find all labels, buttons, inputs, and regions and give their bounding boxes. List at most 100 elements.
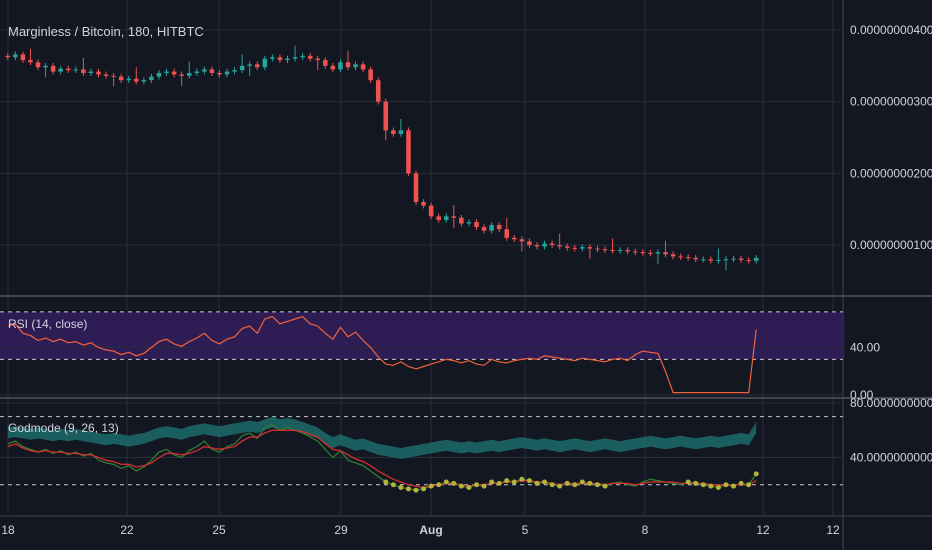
candle-body — [406, 130, 411, 174]
godmode-signal-line — [7, 429, 757, 489]
godmode-dot — [519, 476, 525, 482]
candle-body — [534, 245, 540, 247]
candle-body — [398, 130, 404, 134]
candle-body — [564, 246, 570, 248]
candle-body — [118, 76, 124, 81]
candle-body — [307, 55, 313, 59]
godmode-dot — [753, 471, 759, 477]
candle-body — [746, 260, 751, 262]
price-axis-tick-label: 0.0000000020000 — [850, 166, 932, 180]
godmode-dot — [594, 482, 600, 488]
candle-body — [496, 224, 502, 230]
candle-body — [13, 54, 18, 58]
candle-body — [5, 55, 11, 58]
x-axis-tick-label: 29 — [334, 523, 348, 537]
godmode-dot — [421, 486, 427, 492]
candle-body — [663, 252, 668, 255]
candle-body — [96, 71, 101, 75]
x-axis-tick-label: 18 — [1, 523, 15, 537]
candle-body — [731, 258, 736, 260]
candle-body — [549, 243, 555, 245]
candle-body — [428, 205, 434, 217]
candle-body — [632, 251, 638, 253]
godmode-dot — [579, 479, 585, 485]
godmode-dot — [746, 482, 752, 488]
candle-body — [451, 216, 457, 218]
godmode-dot — [474, 482, 479, 488]
godmode-dot — [451, 480, 457, 486]
candle-body — [232, 70, 237, 72]
godmode-dot — [511, 479, 517, 485]
x-axis-tick-label: 25 — [212, 523, 226, 537]
candle-body — [504, 229, 510, 238]
godmode-dot — [534, 480, 540, 486]
candle-body — [625, 250, 630, 252]
candle-body — [489, 224, 494, 231]
candle-body — [670, 254, 676, 257]
candle-body — [126, 78, 132, 81]
candle-body — [254, 64, 260, 68]
godmode-dot — [466, 484, 472, 490]
candle-body — [360, 64, 366, 70]
candle-body — [149, 76, 154, 81]
candle-body — [466, 222, 472, 224]
candle-body — [391, 130, 396, 134]
candle-body — [443, 216, 449, 220]
candle-body — [20, 54, 26, 61]
godmode-dot — [564, 480, 570, 486]
x-axis-tick-label: 22 — [120, 523, 134, 537]
godmode-dot — [731, 483, 737, 489]
candle-body — [701, 259, 706, 261]
price-axis-tick-label: 0.0000000010000 — [850, 238, 932, 252]
godmode-dot — [572, 482, 578, 488]
godmode-dot — [542, 479, 548, 485]
candle-body — [28, 60, 33, 63]
candle-body — [527, 241, 532, 245]
candle-body — [73, 69, 79, 71]
candle-body — [239, 65, 245, 71]
godmode-dot — [715, 484, 721, 490]
candle-body — [134, 78, 139, 82]
candle-body — [224, 71, 230, 75]
candle-body — [315, 58, 321, 61]
godmode-axis-tick-label: 40.000000000000 — [850, 451, 932, 465]
candle-body — [678, 256, 683, 258]
godmode-dot — [602, 483, 608, 489]
godmode-dot — [413, 487, 419, 493]
candle-body — [247, 64, 252, 66]
candle-body — [655, 252, 661, 254]
candle-body — [35, 62, 41, 68]
rsi-line — [7, 315, 757, 394]
godmode-dot — [428, 483, 434, 489]
godmode-dot — [549, 482, 555, 488]
candle-body — [383, 101, 389, 131]
candle-body — [685, 257, 691, 259]
godmode-dot — [383, 479, 389, 485]
candle-body — [375, 80, 381, 102]
candle-body — [368, 69, 373, 81]
candle-body — [519, 239, 525, 242]
x-axis-tick-label: Aug — [419, 523, 442, 537]
godmode-dot — [390, 482, 396, 488]
godmode-dot — [504, 478, 510, 484]
candle-body — [602, 249, 608, 251]
godmode-dot — [526, 478, 532, 484]
candle-body — [58, 68, 63, 72]
candle-body — [481, 227, 487, 231]
candle-body — [459, 217, 464, 224]
candle-body — [753, 257, 759, 261]
rsi-title: RSI (14, close) — [8, 317, 87, 331]
candle-body — [292, 57, 298, 59]
candle-body — [648, 252, 653, 254]
candle-body — [285, 58, 290, 61]
godmode-dot — [738, 480, 744, 486]
candle-body — [413, 173, 419, 202]
candle-body — [43, 65, 48, 68]
godmode-fill — [7, 416, 757, 459]
godmode-dot — [693, 480, 699, 486]
candle-body — [330, 65, 336, 70]
candle-body — [156, 73, 162, 77]
candle-body — [194, 71, 200, 73]
candle-body — [323, 60, 328, 66]
